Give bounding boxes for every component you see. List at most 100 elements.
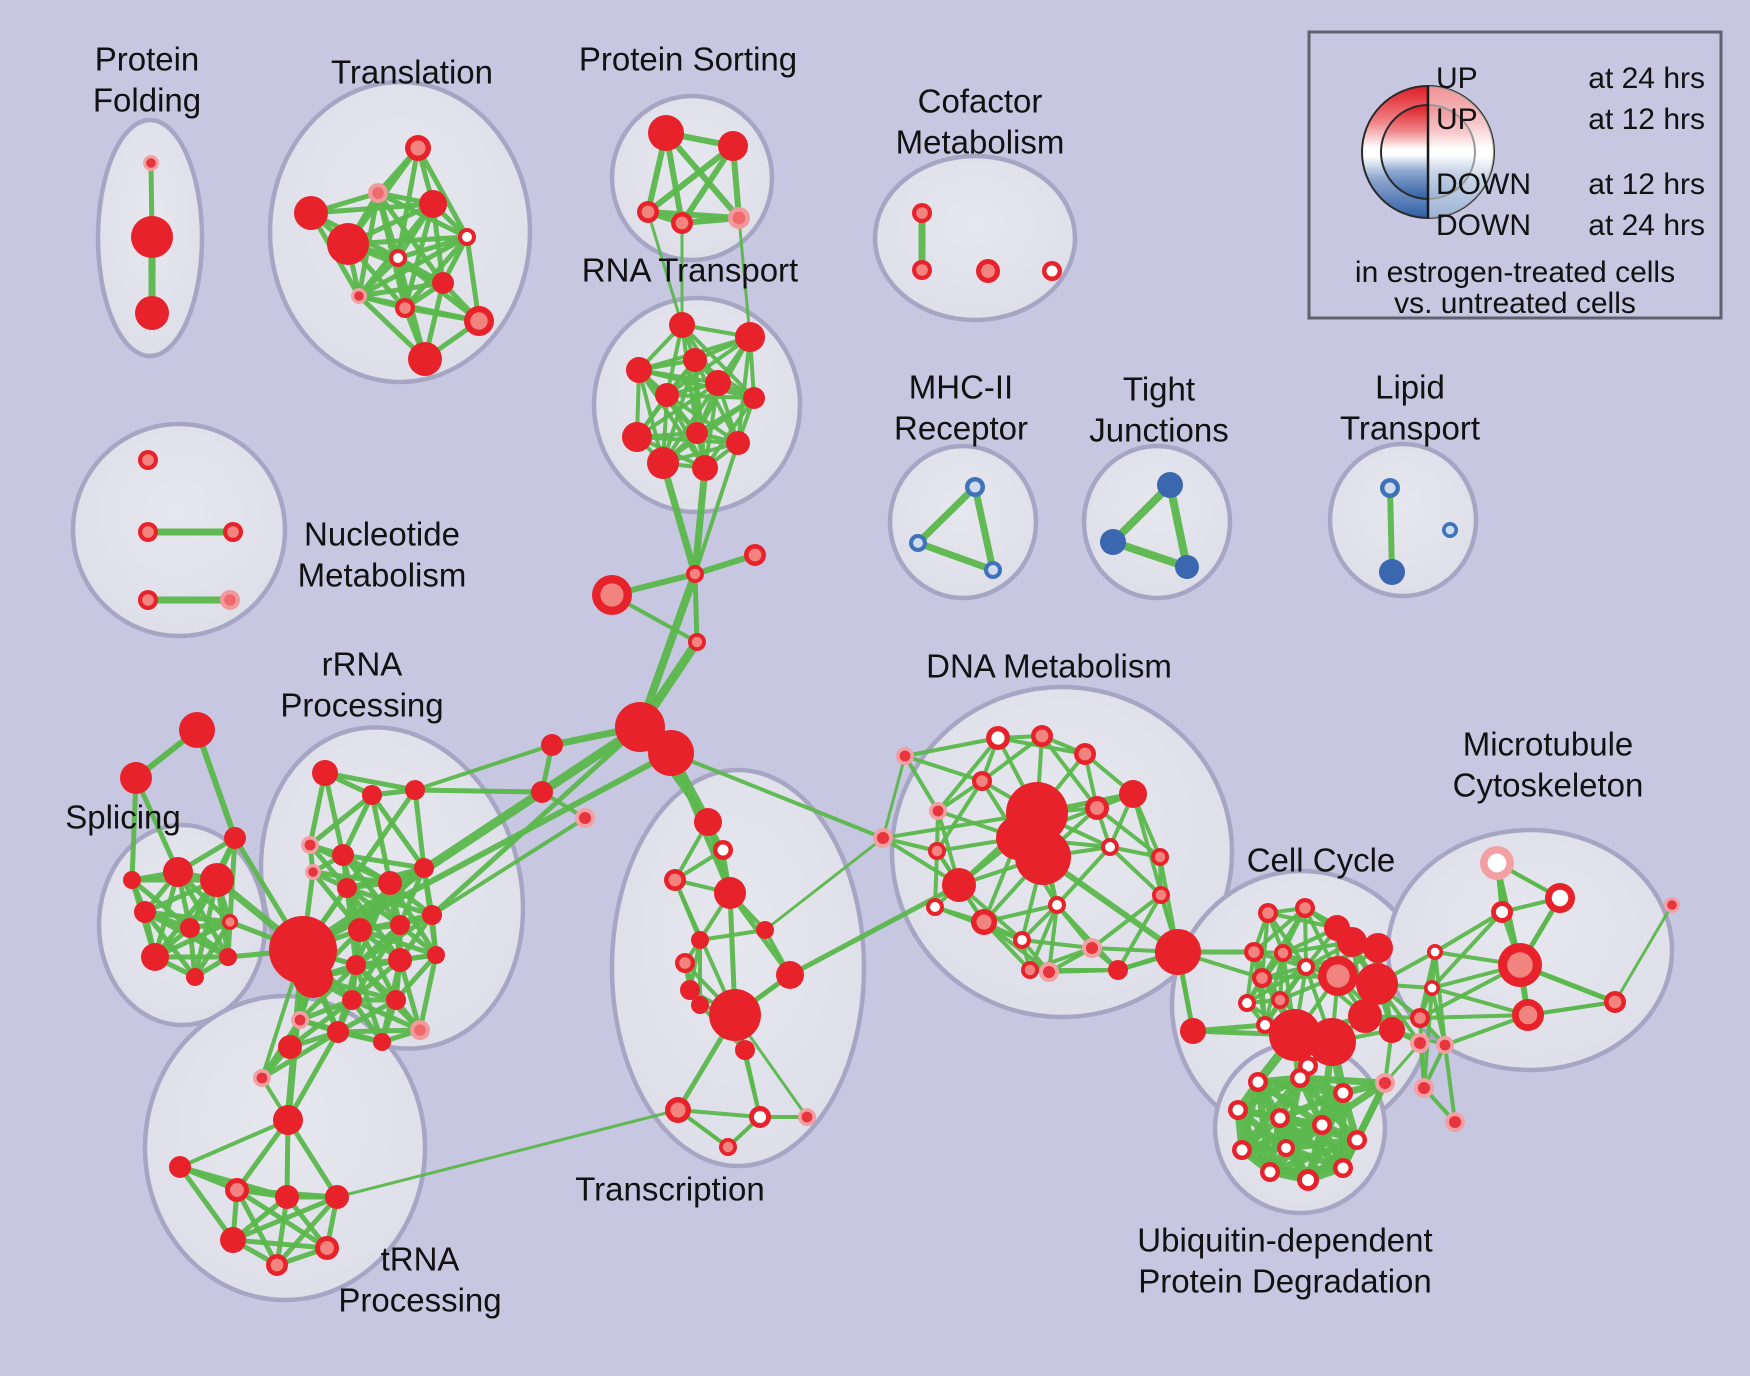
node-net-8 [575,808,595,828]
node-ps-3 [671,212,693,234]
node-mt-12 [1664,897,1680,913]
node-rr-20 [373,1033,391,1051]
network-edge [1282,1136,1361,1152]
node-cc-12 [1271,991,1289,1009]
cluster-label-ps: Protein Sorting [579,41,797,78]
network-edge [402,234,470,311]
node-ub-9 [1297,1169,1319,1191]
node-rr-1 [362,785,382,805]
node-mt-10 [1414,1078,1434,1098]
node-mt-0 [1480,846,1514,880]
network-edge [322,770,346,858]
node-cc-1 [1295,898,1315,918]
network-edge [665,335,752,397]
node-tr-7 [432,272,454,294]
node-tj-1 [1100,529,1126,555]
node-tx-7 [776,961,804,989]
node-cc-14 [1269,1009,1321,1061]
cluster-label-pf: Protein Folding [93,41,201,119]
network-edge [274,1194,340,1268]
network-edge [300,750,674,953]
legend-time-label: at 24 hrs [1588,209,1705,242]
network-edge [322,770,418,793]
node-cf-3 [1042,261,1062,281]
network-edge [308,201,436,216]
network-edge [691,464,709,578]
network-edge [349,997,423,1033]
network-edge [669,751,885,840]
node-tn-1 [169,1156,191,1178]
legend-direction-label: UP [1436,62,1478,95]
legend-time-label: at 12 hrs [1588,168,1705,201]
node-rt-10 [647,447,679,479]
network-edge [659,459,699,578]
network-edge [1109,481,1174,546]
node-dm-7 [928,842,946,860]
legend-direction-label: UP [1436,103,1478,136]
node-mt-4 [1512,999,1544,1031]
network-edge [1020,938,1094,950]
network-edge [1166,481,1191,571]
cluster-ellipse-tj [1081,443,1233,601]
node-rr-24 [293,958,333,998]
node-tr-4 [327,223,369,265]
node-cc-18 [1410,1033,1430,1053]
node-dm-15 [926,898,944,916]
node-rr-7 [378,871,402,895]
node-dm-12 [942,868,976,902]
node-rt-6 [743,387,765,409]
node-cc-11 [1238,994,1256,1012]
node-net-0 [686,565,704,583]
node-net-2 [592,575,632,615]
network-edge [737,216,752,339]
node-tn-6 [315,1236,339,1260]
node-rr-23 [278,1035,302,1059]
node-rr-22 [253,1069,271,1087]
node-mh-2 [984,561,1002,579]
node-cc-15 [1308,1018,1356,1066]
node-rr-0 [312,760,338,786]
node-ub-6 [1347,1130,1367,1150]
network-edge [1055,845,1112,907]
node-tr-0 [405,135,431,161]
cluster-label-sp: Splicing [65,799,181,836]
node-rr-11 [390,915,410,935]
node-tn-2 [225,1178,249,1202]
node-tx-15 [719,1138,737,1156]
cluster-label-tn: tRNA Processing [338,1241,501,1319]
network-edge [297,962,359,1023]
network-edge [412,787,427,871]
node-cf-2 [976,259,1000,283]
network-edge [413,743,554,792]
node-net-7 [531,781,553,803]
network-edge [1613,903,1674,1004]
node-mt-8 [1410,1008,1430,1028]
network-edge [1387,485,1395,575]
node-nm-0 [138,450,158,470]
node-tn-4 [325,1185,349,1209]
network-edge [914,483,979,547]
node-pf-1 [131,216,173,258]
cluster-label-tj: Tight Junctions [1089,371,1228,449]
node-sp-11 [123,871,141,889]
legend-direction-label: DOWN [1436,209,1531,242]
cluster-ellipse-cf [872,153,1078,323]
cluster-label-mt: Microtubule Cytoskeleton [1453,726,1644,804]
cluster-label-ub: Ubiquitin-dependent Protein Degradation [1137,1222,1432,1300]
node-tn-0 [273,1105,303,1135]
network-edge [1238,1121,1326,1154]
node-ps-2 [637,201,659,223]
node-sp-3 [163,857,193,887]
network-edge [637,368,707,470]
node-tx-5 [756,921,774,939]
network-edge [393,952,439,1003]
node-dm-6 [1119,780,1147,808]
node-tx-2 [664,869,686,891]
node-tx-10 [735,1040,755,1060]
node-dm-10 [1015,829,1071,885]
node-nm-2 [223,522,243,542]
network-edge [129,775,139,883]
node-dm-3 [972,771,992,791]
